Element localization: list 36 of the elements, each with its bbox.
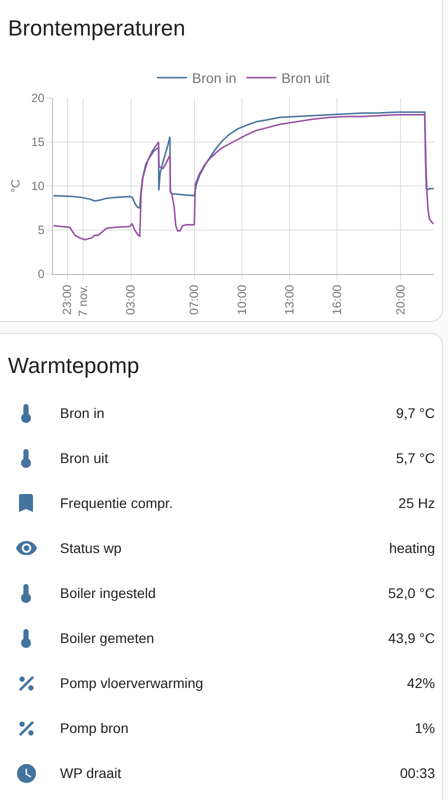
- x-tick-label: 20:00: [394, 284, 408, 315]
- text: 9,7 °C: [396, 404, 435, 422]
- text: Pomp vloerverwarming: [60, 674, 204, 692]
- text: 42%: [406, 674, 435, 692]
- legend-label: Bron uit: [281, 70, 330, 86]
- text: heating: [389, 539, 435, 557]
- x-tick-label: 13:00: [282, 284, 296, 315]
- text: 52,0 °C: [388, 584, 435, 602]
- chart-title: Brontemperaturen: [8, 16, 186, 41]
- text: 43,9 °C: [388, 629, 435, 647]
- text: Boiler ingesteld: [60, 584, 156, 602]
- text: 1%: [414, 719, 435, 737]
- legend-label: Bron in: [192, 70, 236, 86]
- y-tick-label: 15: [31, 135, 45, 150]
- text: Pomp bron: [60, 719, 128, 737]
- text: Warmtepomp: [8, 352, 140, 380]
- text: Status wp: [60, 539, 122, 557]
- text: Bron in: [60, 404, 104, 422]
- y-tick-label: 20: [31, 91, 45, 106]
- text: Boiler gemeten: [60, 629, 154, 647]
- y-tick-label: 10: [31, 179, 45, 194]
- x-tick-label: 10:00: [234, 284, 249, 315]
- x-tick-label: 03:00: [124, 284, 138, 315]
- x-tick-label: 16:00: [330, 284, 344, 315]
- y-tick-label: 0: [38, 267, 45, 282]
- x-tick-label: 7 nov.: [76, 284, 90, 317]
- x-tick-label: 23:00: [60, 284, 74, 315]
- y-tick-label: 5: [38, 223, 45, 238]
- text: 25 Hz: [398, 494, 435, 512]
- y-axis-title: °C: [8, 178, 23, 193]
- x-tick-label: 07:00: [187, 284, 202, 315]
- text: Bron uit: [60, 449, 108, 467]
- text: 00:33: [400, 764, 435, 782]
- text: 5,7 °C: [396, 449, 435, 467]
- text: WP draait: [60, 764, 122, 782]
- text: Frequentie compr.: [60, 494, 173, 512]
